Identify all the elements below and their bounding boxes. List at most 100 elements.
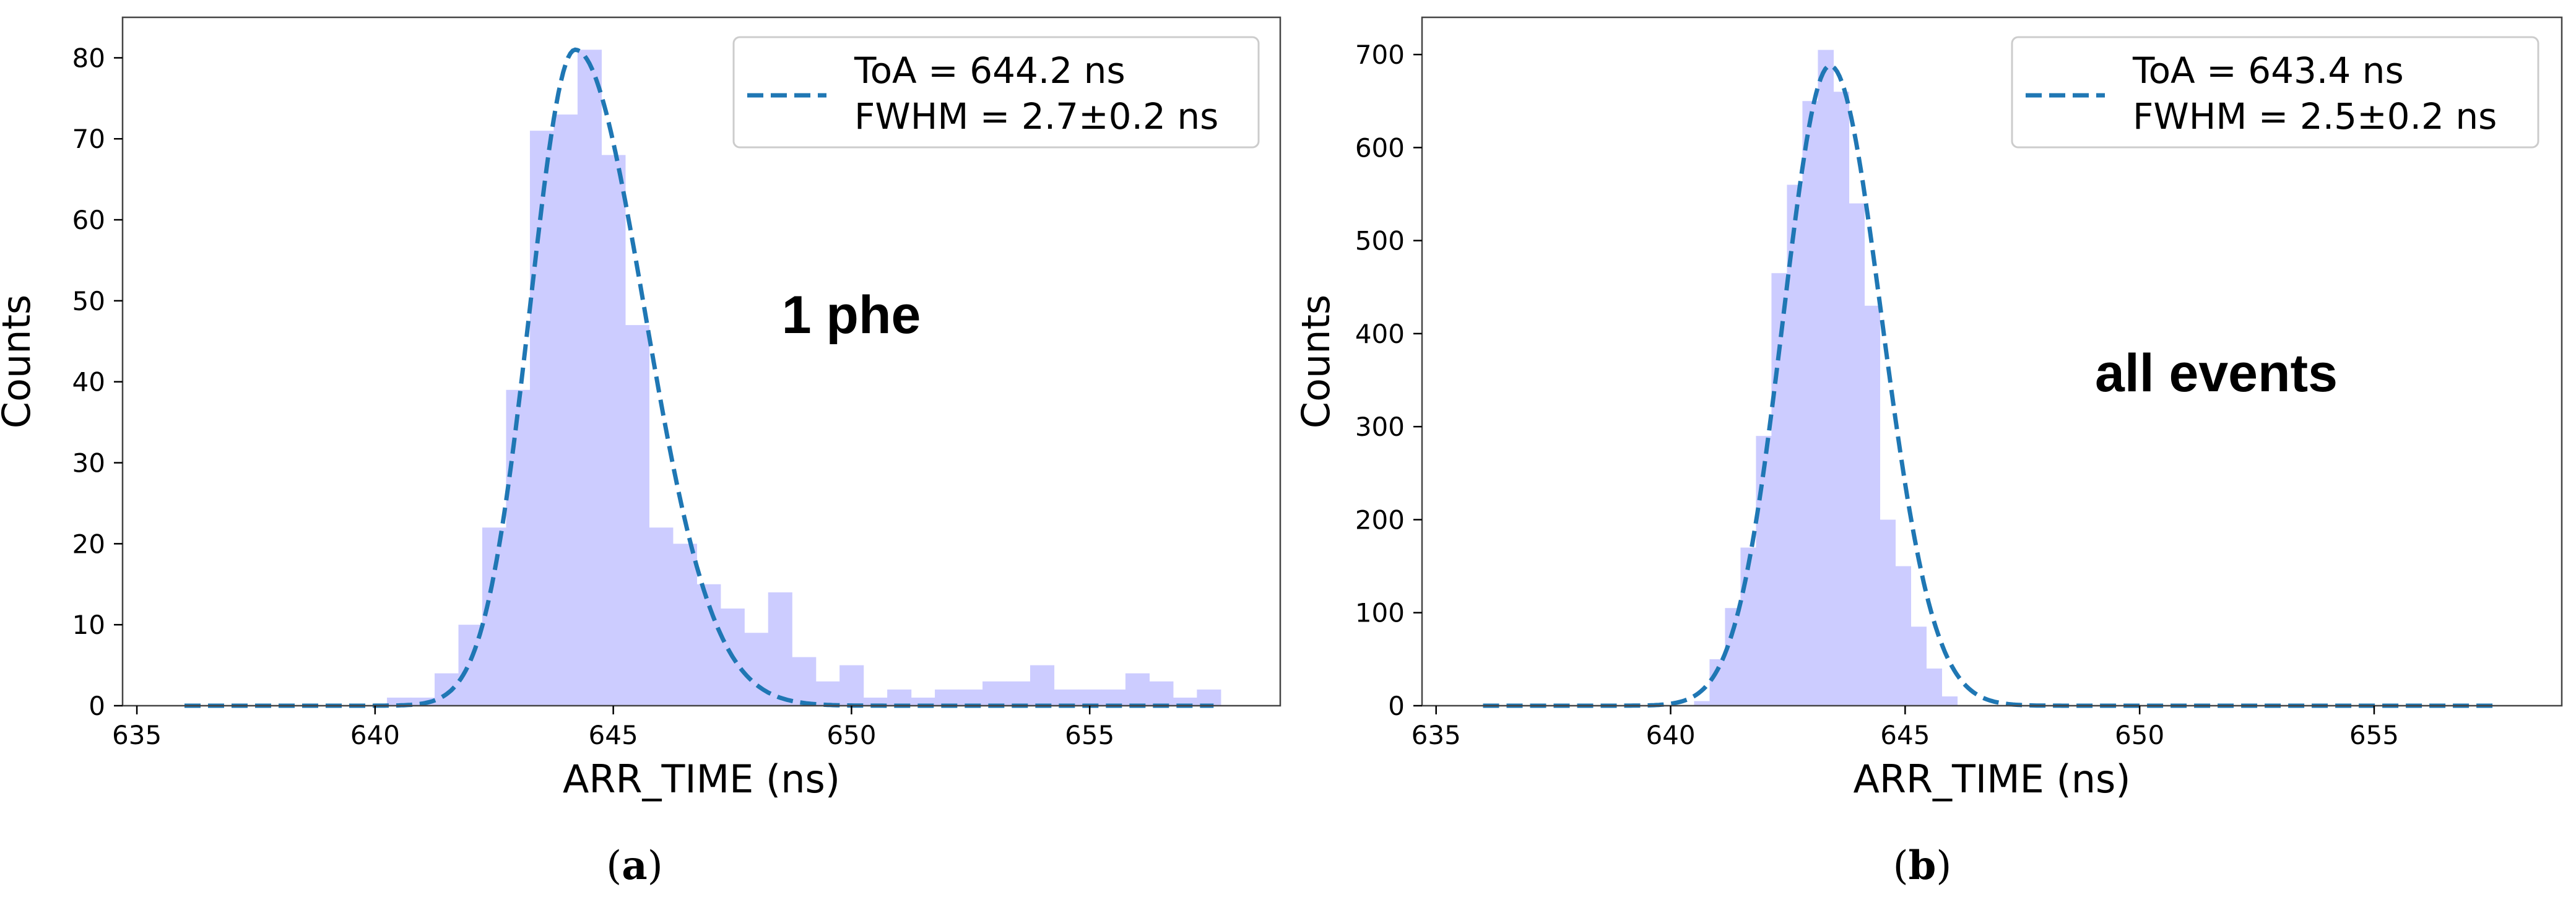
y-tick-label-b-200: 200 — [1355, 505, 1405, 535]
histogram-bin-a-27 — [1030, 665, 1055, 706]
y-tick-label-a-0: 0 — [89, 691, 105, 721]
histogram-bin-a-34 — [1197, 689, 1221, 706]
x-tick-label-b-645: 645 — [1880, 720, 1930, 750]
y-tick-label-a-50: 50 — [72, 286, 105, 316]
histogram-bin-a-6 — [529, 131, 555, 706]
y-tick-label-b-400: 400 — [1355, 319, 1405, 349]
y-ticks-b: 0 100 200 300 400 500 600 700 — [1355, 40, 1422, 721]
legend-box-a — [732, 36, 1260, 149]
x-tick-label-b-640: 640 — [1646, 720, 1695, 750]
histogram-bin-a-2 — [435, 673, 459, 706]
histogram-bin-a-9 — [601, 155, 626, 706]
x-tick-label-a-635: 635 — [112, 720, 162, 750]
histogram-bin-b-14 — [1910, 626, 1927, 706]
x-axis-label-a: ARR_TIME (ns) — [563, 756, 840, 802]
histogram-bin-b-16 — [1941, 696, 1958, 706]
histogram-bin-b-9 — [1833, 92, 1850, 706]
legend-entry-fwhm-b: FWHM = 2.5±0.2 ns — [2133, 95, 2497, 137]
plot-frame-a — [121, 16, 1281, 707]
x-ticks-a: 635 640 645 650 655 — [112, 706, 1114, 750]
panel-b: 635 640 645 650 655 0 100 200 300 400 500 600 700 A… — [1293, 16, 2563, 889]
y-tick-label-b-0: 0 — [1388, 691, 1405, 721]
histogram-bin-b-11 — [1864, 305, 1881, 706]
y-tick-label-b-100: 100 — [1355, 598, 1405, 628]
histogram-bin-a-17 — [792, 657, 817, 706]
y-tick-label-a-70: 70 — [72, 124, 105, 154]
histogram-bin-b-10 — [1849, 203, 1865, 706]
histogram-bin-a-18 — [815, 681, 840, 706]
y-tick-label-a-20: 20 — [72, 529, 105, 559]
histogram-bin-b-5 — [1771, 273, 1788, 706]
histogram-bin-a-8 — [577, 50, 602, 706]
plot-frame-b — [1421, 16, 2563, 707]
histogram-bin-a-26 — [1006, 681, 1031, 706]
fit-curve-b — [1483, 63, 2496, 708]
x-tick-label-b-635: 635 — [1412, 720, 1461, 750]
y-axis-label-a: Counts — [0, 295, 39, 428]
annotation-b: all events — [2095, 344, 2338, 403]
annotation-a: 1 phe — [782, 285, 921, 345]
histogram-b — [1694, 50, 1958, 706]
histogram-bin-b-6 — [1787, 184, 1803, 706]
x-axis-label-b: ARR_TIME (ns) — [1853, 756, 2130, 802]
panel-a: 635 640 645 650 655 0 10 20 30 40 50 60 70 80 ARR_TI… — [0, 16, 1281, 889]
histogram-bin-a-10 — [625, 325, 649, 706]
y-tick-label-b-500: 500 — [1355, 226, 1405, 256]
histogram-bin-a-7 — [553, 114, 578, 706]
histogram-bin-a-11 — [649, 527, 674, 706]
histogram-bin-a-28 — [1054, 689, 1078, 706]
x-tick-label-a-650: 650 — [826, 720, 876, 750]
legend-entry-fwhm-a: FWHM = 2.7±0.2 ns — [854, 95, 1218, 137]
y-tick-label-a-60: 60 — [72, 205, 105, 235]
histogram-bin-a-24 — [958, 689, 983, 706]
histogram-bin-a-25 — [982, 681, 1007, 706]
caption-letter-b: b — [1909, 843, 1936, 889]
y-ticks-a: 0 10 20 30 40 50 60 70 80 — [72, 43, 123, 721]
histogram-bin-a-32 — [1149, 681, 1174, 706]
legend-a: ToA = 644.2 ns FWHM = 2.7±0.2 ns — [732, 36, 1260, 149]
caption-a: (a) — [606, 843, 662, 889]
x-tick-label-b-655: 655 — [2349, 720, 2399, 750]
histogram-bin-a-29 — [1077, 689, 1103, 706]
x-tick-label-a-655: 655 — [1065, 720, 1114, 750]
caption-letter-a: a — [622, 843, 647, 889]
y-tick-label-a-80: 80 — [72, 43, 105, 73]
x-tick-label-a-645: 645 — [589, 720, 638, 750]
histogram-a — [387, 50, 1221, 706]
legend-entry-toa-b: ToA = 643.4 ns — [2132, 50, 2404, 92]
y-tick-label-b-700: 700 — [1355, 40, 1405, 70]
histogram-bin-b-1 — [1709, 659, 1726, 706]
histogram-bin-a-31 — [1125, 673, 1150, 706]
histogram-bin-a-23 — [935, 689, 960, 706]
histogram-bin-b-7 — [1802, 101, 1819, 706]
histogram-bin-b-15 — [1926, 668, 1943, 706]
y-tick-label-b-300: 300 — [1355, 412, 1405, 442]
legend-b: ToA = 643.4 ns FWHM = 2.5±0.2 ns — [2011, 36, 2539, 149]
histogram-bin-a-21 — [887, 689, 912, 706]
histogram-bin-a-19 — [839, 665, 864, 706]
histogram-bin-b-3 — [1740, 547, 1757, 706]
legend-box-b — [2011, 36, 2539, 149]
histogram-bin-a-16 — [768, 592, 792, 706]
x-ticks-b: 635 640 645 650 655 — [1412, 706, 2399, 750]
histogram-bin-a-30 — [1101, 689, 1126, 706]
caption-b: (b) — [1893, 843, 1952, 889]
y-tick-label-b-600: 600 — [1355, 132, 1405, 163]
histogram-bin-b-12 — [1880, 519, 1896, 706]
y-tick-label-a-30: 30 — [72, 448, 105, 479]
histogram-bin-a-4 — [482, 527, 507, 706]
x-tick-label-b-650: 650 — [2115, 720, 2164, 750]
y-tick-label-a-40: 40 — [72, 367, 105, 397]
histogram-bin-b-8 — [1818, 50, 1834, 706]
histogram-bin-a-13 — [696, 584, 721, 706]
histogram-bin-b-0 — [1694, 701, 1711, 706]
histogram-bin-b-13 — [1895, 566, 1912, 706]
histogram-bin-b-4 — [1756, 436, 1772, 706]
y-axis-label-b: Counts — [1293, 295, 1338, 428]
y-tick-label-a-10: 10 — [72, 610, 105, 640]
legend-entry-toa-a: ToA = 644.2 ns — [854, 50, 1125, 92]
x-tick-label-a-640: 640 — [350, 720, 400, 750]
histogram-bin-a-15 — [744, 633, 769, 706]
histogram-bin-a-12 — [672, 544, 697, 706]
